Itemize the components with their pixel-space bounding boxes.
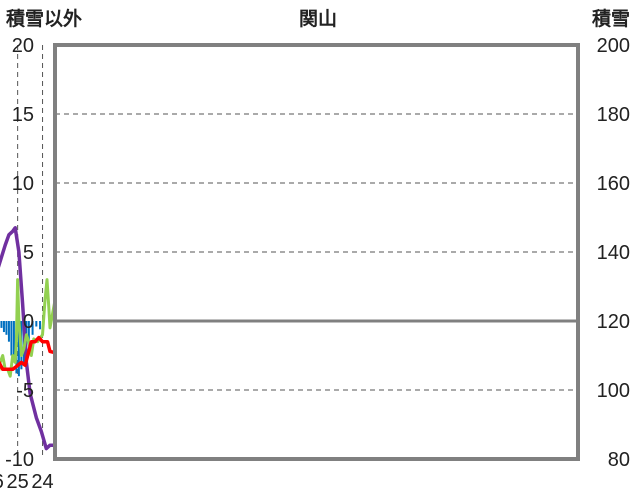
precip-change-bar (27, 321, 30, 342)
plot-frame (53, 43, 580, 461)
y-right-tick-label: 100 (597, 380, 630, 402)
precip-change-bar (31, 321, 34, 335)
y-left-tick-label: -5 (16, 380, 34, 402)
y-left-tick-label: 20 (12, 35, 34, 57)
y-left-axis-label: 積雪以外 (6, 7, 82, 30)
tick-labels: 20151050-5-10200180160140120100802425262… (0, 35, 630, 493)
y-right-axis-label: 積雪 (592, 7, 630, 30)
y-right-tick-label: 160 (597, 173, 630, 195)
y-right-tick-label: 140 (597, 242, 630, 264)
precip-change-bar (2, 321, 5, 333)
precip-change-bar (0, 321, 3, 328)
precip-change-bar (17, 321, 20, 377)
y-right-tick-label: 200 (597, 35, 630, 57)
precip-change-bar (12, 321, 15, 363)
precip-change-bar (10, 321, 13, 356)
chart-title: 関山 (299, 8, 337, 30)
snow-depth-line (0, 226, 57, 451)
x-tick-label: 24 (31, 471, 53, 493)
y-right-tick-label: 80 (608, 449, 630, 471)
line-series (0, 226, 57, 451)
y-left-tick-label: 0 (23, 311, 34, 333)
y-left-tick-label: 15 (12, 104, 34, 126)
precip-change-bar (39, 321, 42, 330)
precip-change-bar (35, 321, 38, 327)
x-tick-label: 26 (0, 471, 4, 493)
x-tick-label: 25 (7, 471, 29, 493)
precip-change-bar (5, 321, 8, 335)
dew-point-line (0, 278, 57, 378)
y-right-tick-label: 120 (597, 311, 630, 333)
y-left-tick-label: -10 (5, 449, 34, 471)
y-right-tick-label: 180 (597, 104, 630, 126)
precip-change-bar (7, 321, 10, 342)
y-left-tick-label: 5 (23, 242, 34, 264)
y-left-tick-label: 10 (12, 173, 34, 195)
temperature-line (0, 335, 57, 372)
